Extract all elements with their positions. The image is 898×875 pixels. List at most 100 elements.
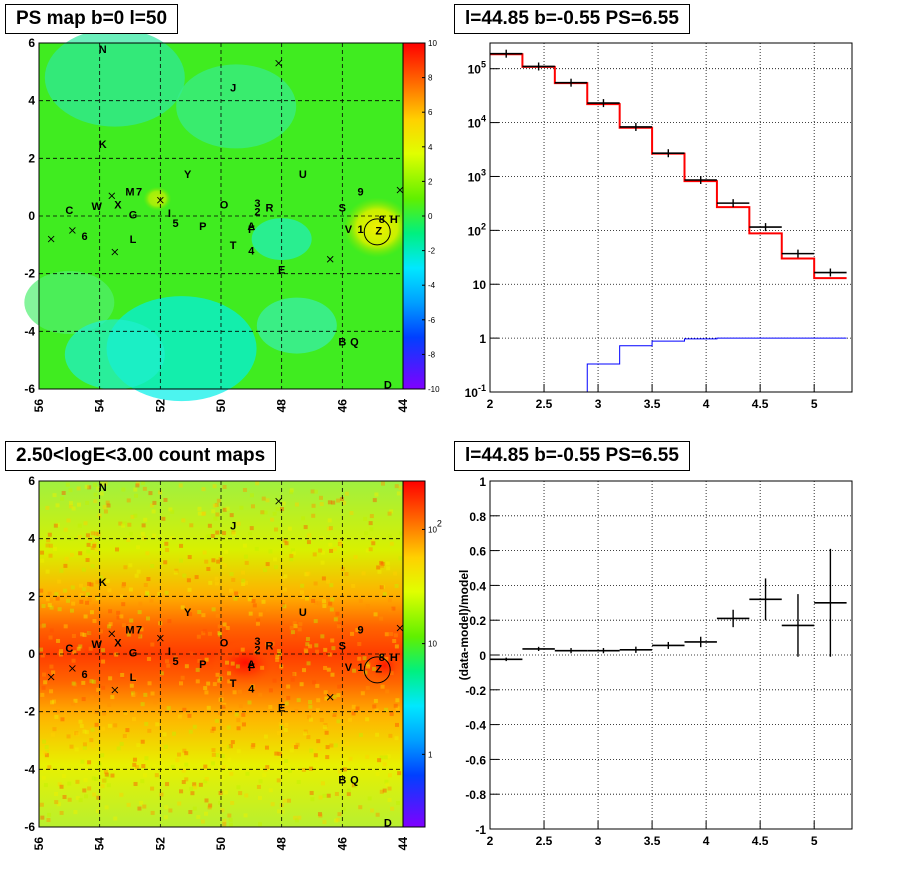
- noise-pixel: [380, 563, 385, 568]
- colorbar-tick: 1: [428, 750, 433, 759]
- noise-pixel: [136, 545, 141, 550]
- noise-pixel: [222, 702, 227, 707]
- x-tick-label: 2.5: [536, 834, 553, 848]
- colorbar-tick: 8: [428, 74, 433, 83]
- source-label: I: [168, 646, 171, 658]
- source-label: M: [125, 186, 134, 198]
- noise-pixel: [47, 812, 52, 817]
- noise-pixel: [88, 630, 93, 635]
- noise-pixel: [326, 667, 331, 672]
- x-tick-label: 2: [487, 834, 494, 848]
- noise-pixel: [322, 604, 327, 609]
- noise-pixel: [206, 705, 211, 710]
- noise-pixel: [227, 757, 232, 762]
- x-marker: [108, 192, 116, 200]
- x-tick-label: 3: [595, 397, 602, 411]
- noise-pixel: [121, 623, 126, 628]
- noise-pixel: [385, 689, 390, 694]
- noise-pixel: [83, 778, 88, 783]
- noise-pixel: [49, 597, 54, 602]
- noise-pixel: [94, 531, 99, 536]
- noise-pixel: [126, 632, 131, 637]
- noise-pixel: [289, 748, 294, 753]
- noise-pixel: [379, 654, 384, 659]
- noise-pixel: [227, 679, 232, 684]
- noise-pixel: [95, 580, 100, 585]
- colorbar-tick: 2: [428, 177, 433, 186]
- noise-pixel: [127, 624, 132, 629]
- noise-pixel: [249, 526, 254, 531]
- x-tick-label: 4.5: [752, 397, 769, 411]
- noise-pixel: [41, 697, 46, 702]
- x-tick-label: 2.5: [536, 397, 553, 411]
- x-tick-label: 4: [703, 397, 710, 411]
- noise-pixel: [289, 625, 294, 630]
- count-map-title: 2.50<logE<3.00 count maps: [5, 441, 277, 471]
- source-label: I: [168, 208, 171, 220]
- noise-pixel: [225, 606, 230, 611]
- noise-pixel: [300, 595, 305, 600]
- noise-pixel: [136, 633, 141, 638]
- noise-pixel: [289, 488, 294, 493]
- noise-pixel: [333, 617, 338, 622]
- noise-pixel: [234, 591, 239, 596]
- noise-pixel: [58, 651, 63, 656]
- noise-pixel: [179, 681, 184, 686]
- noise-pixel: [351, 783, 356, 788]
- noise-pixel: [375, 812, 380, 817]
- x-tick-label: 4.5: [752, 834, 769, 848]
- noise-pixel: [99, 491, 104, 496]
- noise-pixel: [292, 672, 297, 677]
- noise-pixel: [89, 738, 94, 743]
- noise-pixel: [244, 580, 249, 585]
- noise-pixel: [236, 521, 241, 526]
- noise-pixel: [108, 609, 113, 614]
- noise-pixel: [76, 646, 81, 651]
- noise-pixel: [72, 650, 77, 655]
- noise-pixel: [377, 569, 382, 574]
- noise-pixel: [355, 628, 360, 633]
- noise-pixel: [289, 557, 294, 562]
- noise-pixel: [121, 523, 126, 528]
- noise-pixel: [164, 659, 169, 664]
- noise-pixel: [236, 726, 241, 731]
- noise-pixel: [305, 637, 310, 642]
- noise-pixel: [387, 773, 392, 778]
- noise-pixel: [330, 672, 335, 677]
- noise-pixel: [369, 527, 374, 532]
- noise-pixel: [355, 706, 360, 711]
- noise-pixel: [142, 486, 147, 491]
- noise-pixel: [234, 653, 239, 658]
- noise-pixel: [103, 778, 108, 783]
- noise-pixel: [43, 680, 48, 685]
- noise-pixel: [117, 668, 122, 673]
- noise-pixel: [78, 583, 83, 588]
- noise-pixel: [189, 523, 194, 528]
- source-label: 5: [172, 656, 178, 668]
- noise-pixel: [102, 505, 107, 510]
- noise-pixel: [208, 803, 213, 808]
- noise-pixel: [120, 672, 125, 677]
- noise-pixel: [128, 587, 133, 592]
- noise-pixel: [73, 810, 78, 815]
- noise-pixel: [66, 598, 71, 603]
- y-tick-label: -0.2: [465, 684, 486, 698]
- noise-pixel: [196, 814, 201, 819]
- noise-pixel: [86, 549, 91, 554]
- noise-pixel: [132, 757, 137, 762]
- noise-pixel: [283, 728, 288, 733]
- noise-pixel: [370, 538, 375, 543]
- hotspot-small: [143, 186, 172, 211]
- noise-pixel: [87, 760, 92, 765]
- noise-pixel: [351, 711, 356, 716]
- noise-pixel: [228, 744, 233, 749]
- noise-pixel: [110, 773, 115, 778]
- noise-pixel: [149, 598, 154, 603]
- noise-pixel: [274, 751, 279, 756]
- noise-pixel: [250, 684, 255, 689]
- noise-pixel: [254, 546, 259, 551]
- colorbar-tick: -6: [428, 316, 436, 325]
- noise-pixel: [179, 789, 184, 794]
- noise-pixel: [218, 800, 223, 805]
- noise-pixel: [308, 717, 313, 722]
